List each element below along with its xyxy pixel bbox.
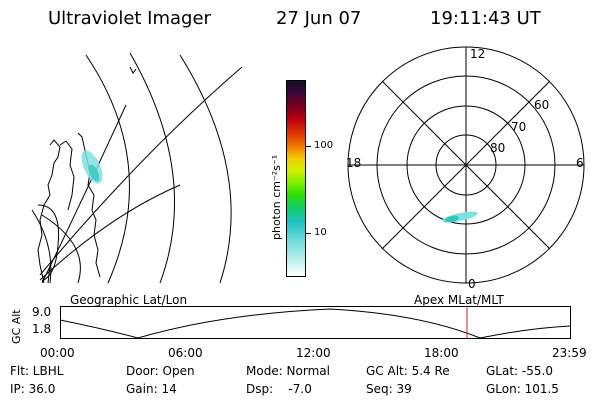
x-tick-label: 12:00 bbox=[296, 346, 331, 360]
mlt-label-18: 18 bbox=[346, 156, 362, 170]
time-label: 19:11:43 UT bbox=[430, 8, 541, 29]
x-tick-label: 00:00 bbox=[40, 346, 75, 360]
geographic-label: Geographic Lat/Lon bbox=[70, 293, 188, 307]
colorbar-tick-label: 100 bbox=[314, 140, 334, 151]
apex-label: Apex MLat/MLT bbox=[414, 293, 504, 307]
x-tick-label: 18:00 bbox=[424, 346, 459, 360]
gain-readout: Gain: 14 bbox=[126, 382, 177, 396]
mlt-label-12: 12 bbox=[470, 47, 486, 61]
map-grid-line bbox=[41, 104, 127, 284]
gc-alt-axis-label: GC Alt bbox=[10, 309, 23, 344]
dsp-readout: Dsp: -7.0 bbox=[246, 382, 312, 396]
timeline-frame bbox=[60, 306, 571, 339]
mlt-label-6: 6 bbox=[576, 156, 584, 170]
mode-readout: Mode: Normal bbox=[246, 364, 330, 378]
ip-readout: IP: 36.0 bbox=[10, 382, 56, 396]
coastline bbox=[37, 139, 61, 284]
map-grid-line bbox=[39, 184, 181, 281]
x-tick-label: 23:59 bbox=[552, 346, 587, 360]
date-label: 27 Jun 07 bbox=[276, 8, 362, 29]
geographic-map bbox=[31, 52, 243, 284]
altitude-curve bbox=[60, 308, 571, 339]
coastline bbox=[129, 66, 137, 74]
x-tick-label: 06:00 bbox=[168, 346, 203, 360]
aurora-emission bbox=[445, 215, 459, 223]
lat-label-80: 80 bbox=[490, 141, 506, 155]
y-tick-top: 9.0 bbox=[32, 305, 52, 319]
lat-label-60: 60 bbox=[534, 98, 550, 112]
y-tick-bottom: 1.8 bbox=[32, 322, 52, 336]
map-grid-line bbox=[31, 209, 52, 284]
filter-readout: Flt: LBHL bbox=[10, 364, 64, 378]
colorbar-tick bbox=[306, 146, 311, 147]
colorbar-unit-label: photon cm⁻²s⁻¹ bbox=[270, 154, 283, 240]
glon-readout: GLon: 101.5 bbox=[486, 382, 559, 396]
map-grid-line bbox=[179, 54, 232, 284]
colorbar-tick-label: 10 bbox=[314, 227, 327, 238]
mlt-label-0: 0 bbox=[468, 277, 476, 291]
aurora-emission bbox=[88, 164, 100, 182]
door-readout: Door: Open bbox=[126, 364, 195, 378]
colorbar-tick bbox=[306, 233, 311, 234]
lat-label-70: 70 bbox=[511, 120, 527, 134]
polar-grid bbox=[347, 46, 585, 284]
coastline bbox=[59, 140, 75, 211]
seq-readout: Seq: 39 bbox=[366, 382, 412, 396]
coastline bbox=[47, 264, 51, 284]
map-grid-line bbox=[41, 214, 81, 284]
map-grid-line bbox=[39, 66, 243, 276]
color-scale-bar bbox=[286, 80, 306, 277]
altitude-timeline bbox=[60, 306, 571, 339]
aurora-emission bbox=[442, 211, 478, 223]
gc-alt-readout: GC Alt: 5.4 Re bbox=[366, 364, 450, 378]
mlt-line bbox=[381, 80, 551, 250]
glat-readout: GLat: -55.0 bbox=[486, 364, 553, 378]
map-grid-line bbox=[85, 54, 130, 284]
app-title: Ultraviolet Imager bbox=[48, 8, 211, 29]
map-grid-line bbox=[129, 52, 176, 284]
